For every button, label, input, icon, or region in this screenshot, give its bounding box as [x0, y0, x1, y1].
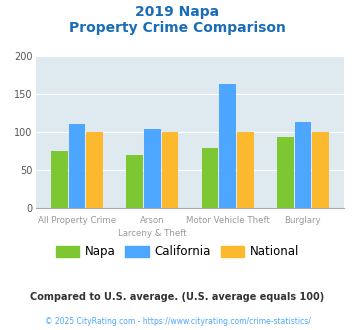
Bar [295, 122, 311, 208]
Bar [277, 137, 294, 208]
Bar [237, 132, 253, 208]
Bar [51, 151, 67, 208]
Legend: Napa, California, National: Napa, California, National [51, 241, 304, 263]
Bar [162, 132, 178, 208]
Text: 2019 Napa: 2019 Napa [136, 5, 219, 19]
Bar [144, 129, 160, 208]
Bar [202, 148, 218, 208]
Text: Compared to U.S. average. (U.S. average equals 100): Compared to U.S. average. (U.S. average … [31, 292, 324, 302]
Bar [312, 132, 329, 208]
Text: Arson: Arson [140, 216, 165, 225]
Bar [126, 155, 143, 208]
Bar [86, 132, 103, 208]
Text: Property Crime Comparison: Property Crime Comparison [69, 21, 286, 35]
Text: Larceny & Theft: Larceny & Theft [118, 229, 187, 238]
Text: Motor Vehicle Theft: Motor Vehicle Theft [186, 216, 269, 225]
Bar [219, 84, 236, 208]
Text: © 2025 CityRating.com - https://www.cityrating.com/crime-statistics/: © 2025 CityRating.com - https://www.city… [45, 317, 310, 326]
Text: All Property Crime: All Property Crime [38, 216, 116, 225]
Text: Burglary: Burglary [285, 216, 321, 225]
Bar [69, 124, 85, 208]
